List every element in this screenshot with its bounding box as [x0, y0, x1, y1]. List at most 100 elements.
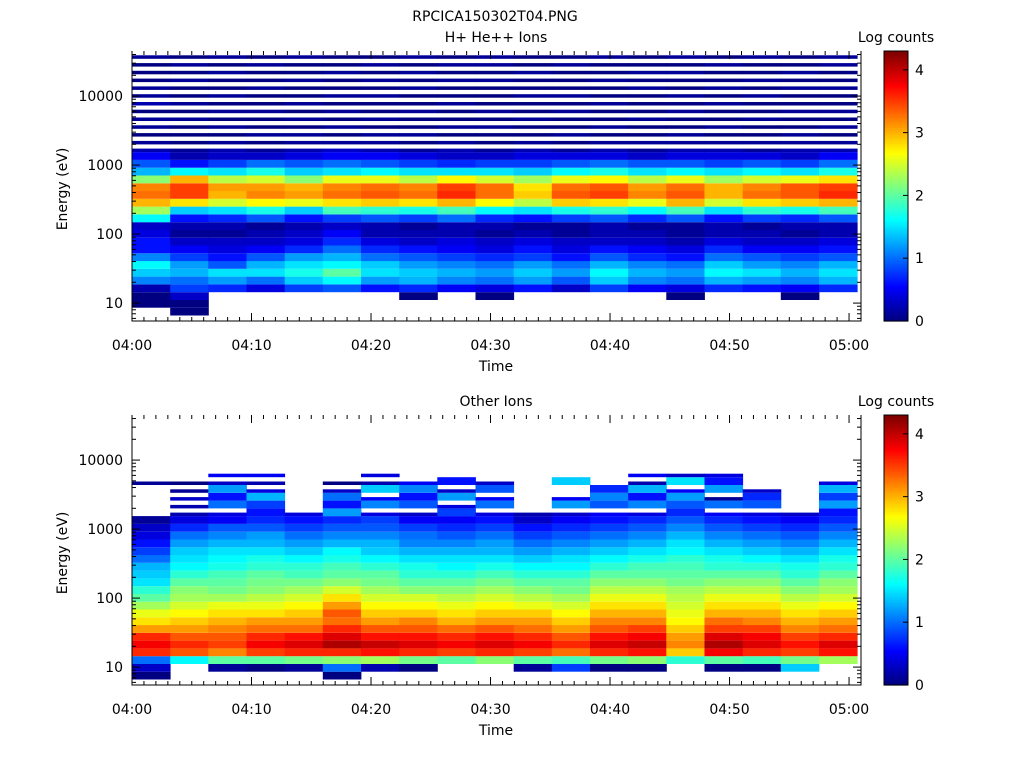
heatmap-cell [246, 253, 286, 262]
heatmap-cell [361, 656, 400, 664]
colorbar-tick-label: 2 [915, 188, 924, 204]
heatmap-cell [742, 562, 782, 571]
heatmap-cell [322, 632, 362, 641]
heatmap-cell [132, 159, 171, 168]
heatmap-cell [742, 191, 782, 199]
heatmap-cell [704, 586, 744, 594]
heatmap-cell [513, 523, 553, 532]
heatmap-cell [513, 531, 553, 540]
colorbar-swatch [884, 415, 908, 418]
heatmap-cell [551, 547, 591, 556]
heatmap-cell [437, 117, 476, 121]
heatmap-cell [590, 492, 629, 501]
heatmap-cell [284, 268, 324, 277]
heatmap-cell [819, 148, 858, 153]
colorbar-swatch [884, 129, 908, 133]
heatmap-cell [437, 222, 476, 230]
heatmap-cell [322, 500, 362, 509]
heatmap-cell [246, 640, 286, 649]
heatmap-cell [551, 531, 591, 540]
x-tick-label: 04:40 [590, 338, 630, 354]
heatmap-cell [284, 175, 324, 184]
heatmap-cell [666, 578, 705, 587]
colorbar-swatch [884, 550, 908, 553]
heatmap-cell [590, 640, 629, 649]
heatmap-cell [284, 516, 324, 524]
heatmap-cell [666, 198, 705, 207]
colorbar-swatch [884, 280, 908, 284]
heatmap-cell [322, 183, 362, 192]
heatmap-cell [322, 206, 362, 215]
heatmap-cell [399, 523, 438, 532]
heatmap-cell [246, 539, 286, 548]
heatmap-cell [819, 109, 858, 114]
colorbar-swatch [884, 622, 908, 625]
heatmap-cell [284, 237, 324, 246]
heatmap-cell [590, 516, 629, 524]
heatmap-cell [704, 214, 744, 223]
colorbar-swatch [884, 516, 908, 520]
heatmap-cell [399, 578, 438, 587]
colorbar-swatch [884, 664, 908, 668]
heatmap-cell [704, 70, 744, 75]
heatmap-cell [628, 578, 667, 587]
heatmap-cell [132, 481, 171, 485]
heatmap-cell [475, 245, 515, 254]
heatmap-cell [322, 148, 362, 153]
colorbar-swatch [884, 536, 908, 540]
heatmap-cell [590, 78, 629, 83]
colorbar-swatch [884, 307, 908, 311]
heatmap-cell [475, 292, 515, 300]
heatmap-cell [322, 671, 362, 680]
heatmap-cell [590, 125, 629, 129]
heatmap-cell [742, 601, 782, 610]
colorbar-swatch [884, 145, 908, 149]
heatmap-cell [666, 245, 705, 254]
colorbar-swatch [884, 102, 908, 106]
heatmap-cell [208, 78, 247, 83]
heatmap-cell [170, 167, 209, 176]
heatmap-cell [551, 648, 591, 657]
heatmap-cell [628, 663, 667, 672]
heatmap-cell [284, 284, 324, 293]
colorbar-swatch [884, 231, 908, 234]
colorbar-swatch [884, 523, 908, 526]
heatmap-cell [437, 152, 476, 160]
heatmap-cell [322, 159, 362, 168]
colorbar-swatch [884, 466, 908, 470]
heatmap-cell [475, 512, 515, 517]
colorbar-swatch [884, 125, 908, 129]
heatmap-cell [628, 175, 667, 184]
heatmap-cell [819, 191, 858, 199]
heatmap-cell [208, 586, 247, 594]
heatmap-cell [322, 663, 362, 672]
heatmap-cell [819, 640, 858, 649]
heatmap-cell [819, 578, 858, 587]
colorbar-swatch [884, 199, 908, 203]
heatmap-cell [361, 640, 400, 649]
heatmap-cell [322, 117, 362, 121]
heatmap-cell [208, 198, 247, 207]
colorbar-swatch [884, 597, 908, 601]
heatmap-cell [399, 206, 438, 215]
heatmap-cell [742, 640, 782, 649]
x-tick-label: 04:50 [709, 702, 749, 718]
heatmap-cell [399, 268, 438, 277]
heatmap-cell [284, 609, 324, 618]
heatmap-cell [246, 601, 286, 610]
heatmap-cell [475, 229, 515, 238]
colorbar-swatch [884, 251, 908, 255]
heatmap-cell [208, 617, 247, 626]
colorbar-swatch [884, 556, 908, 560]
heatmap-cell [132, 133, 171, 137]
heatmap-cell [551, 175, 591, 184]
heatmap-cell [399, 609, 438, 618]
heatmap-cell [361, 523, 400, 532]
colorbar-swatch [884, 577, 908, 580]
heatmap-cell [284, 159, 324, 168]
heatmap-cell [475, 206, 515, 215]
heatmap-cell [361, 229, 400, 238]
heatmap-cell [284, 86, 324, 90]
colorbar-swatch [884, 69, 908, 72]
heatmap-cell [780, 148, 820, 153]
